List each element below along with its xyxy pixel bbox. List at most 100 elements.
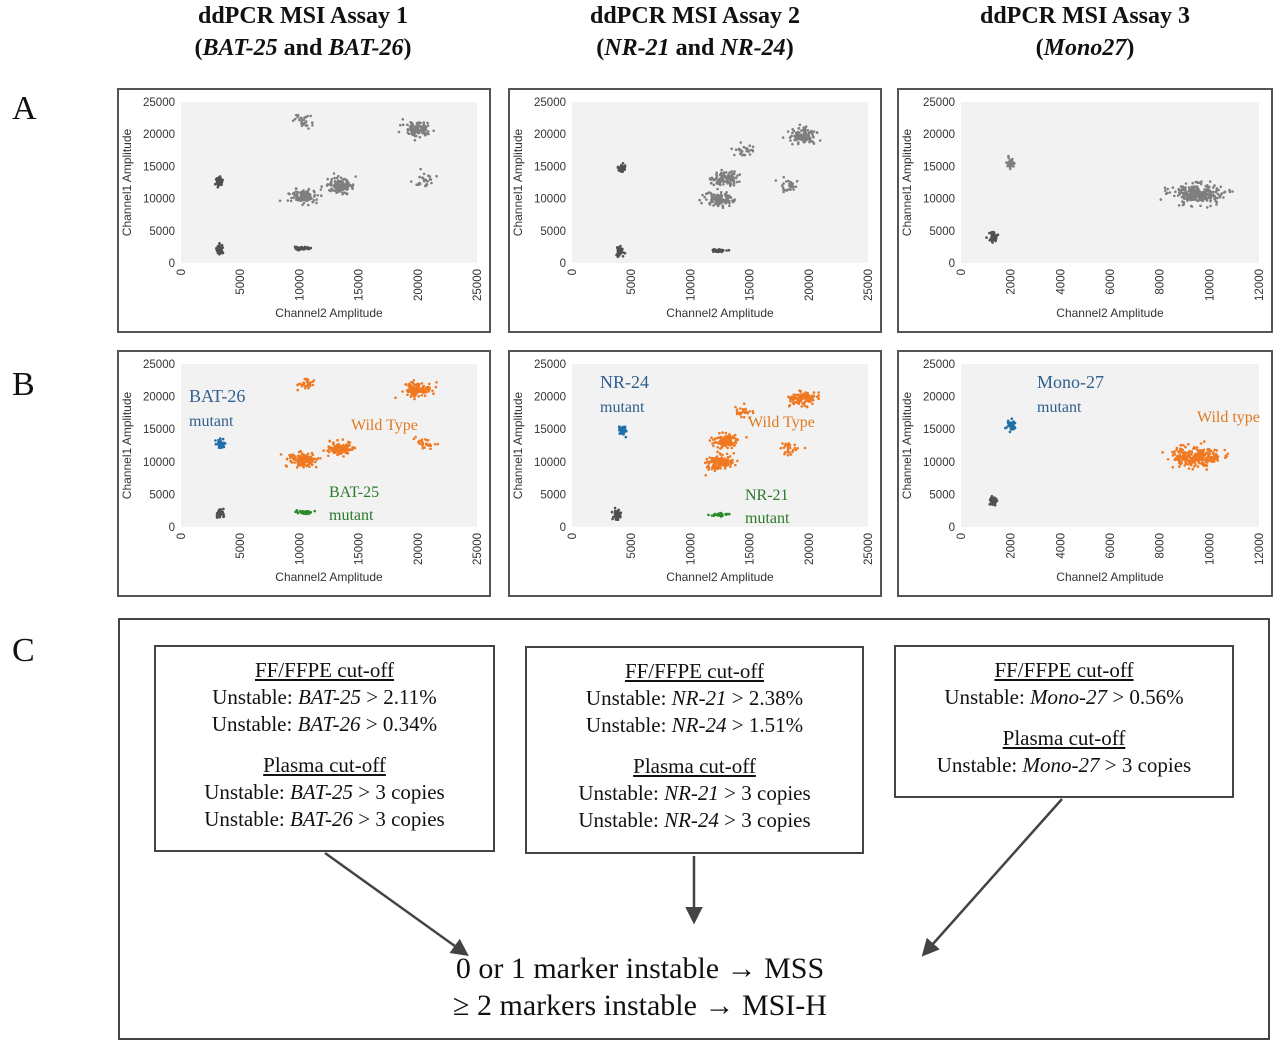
- droplet-point: [290, 196, 293, 200]
- droplet-point: [1189, 204, 1193, 208]
- droplet-point: [423, 446, 426, 449]
- droplet-point: [288, 192, 291, 196]
- droplet-point: [1012, 420, 1015, 423]
- droplet-point: [426, 132, 430, 135]
- droplet-point: [297, 462, 301, 466]
- droplet-cluster: [1159, 180, 1234, 209]
- droplet-point: [1196, 452, 1200, 455]
- droplet-point: [293, 117, 297, 121]
- droplet-point: [1181, 457, 1185, 461]
- droplet-cluster: [616, 162, 627, 173]
- droplet-point: [1187, 186, 1191, 189]
- droplet-point: [1181, 200, 1184, 203]
- droplet-point: [726, 457, 730, 461]
- droplet-point: [428, 382, 431, 386]
- droplet-cluster: [1005, 154, 1016, 171]
- droplet-point: [1199, 442, 1203, 445]
- droplet-cluster: [618, 425, 628, 439]
- droplet-point: [412, 379, 416, 382]
- plot-area: [572, 364, 868, 527]
- droplet-point: [719, 435, 723, 439]
- droplet-point: [1159, 198, 1163, 201]
- x-tick-label: 15000: [745, 269, 757, 301]
- droplet-point: [218, 250, 222, 254]
- droplet-point: [343, 191, 347, 194]
- droplet-point: [804, 125, 808, 128]
- droplet-cluster: [293, 245, 313, 252]
- assay-title-line1: ddPCR MSI Assay 1: [197, 3, 409, 29]
- droplet-point: [289, 199, 293, 203]
- droplet-point: [715, 513, 719, 516]
- droplet-point: [341, 184, 345, 188]
- x-tick-label: 0: [176, 533, 188, 539]
- droplet-point: [742, 402, 746, 405]
- droplet-point: [786, 449, 790, 452]
- droplet-point: [727, 248, 731, 252]
- droplet-point: [1181, 203, 1185, 207]
- droplet-point: [301, 460, 305, 464]
- droplet-point: [744, 408, 747, 411]
- droplet-point: [296, 510, 299, 513]
- droplet-point: [809, 396, 812, 400]
- droplet-point: [426, 387, 430, 391]
- droplet-point: [338, 445, 342, 449]
- y-axis-label: Channel1 Amplitude: [900, 391, 914, 499]
- droplet-point: [1006, 419, 1010, 423]
- droplet-point: [811, 402, 814, 406]
- droplet-cluster: [394, 379, 438, 401]
- droplet-point: [801, 402, 804, 405]
- droplet-point: [611, 515, 615, 519]
- droplet-point: [620, 166, 624, 169]
- droplet-point: [797, 393, 800, 397]
- rule-mss: 0 or 1 marker instable → MSS: [455, 952, 825, 985]
- droplet-point: [341, 438, 345, 441]
- y-tick-label: 15000: [143, 424, 175, 436]
- droplet-point: [704, 461, 707, 465]
- droplet-point: [723, 198, 727, 202]
- droplet-point: [721, 453, 724, 457]
- plasma-cutoff-header: Plasma cut-off: [633, 754, 756, 778]
- droplet-point: [716, 446, 719, 449]
- droplet-point: [795, 179, 799, 183]
- droplet-point: [1161, 451, 1164, 454]
- droplet-point: [1008, 430, 1012, 434]
- cutoff-box-assay-3: FF/FFPE cut-off Unstable: Mono-27 > 0.56…: [894, 645, 1234, 798]
- droplet-point: [731, 461, 734, 464]
- droplet-point: [1166, 458, 1170, 461]
- droplet-point: [724, 431, 728, 435]
- x-tick-label: 20000: [804, 269, 816, 301]
- droplet-point: [617, 512, 621, 516]
- droplet-point: [303, 377, 307, 381]
- droplet-cluster: [707, 511, 731, 518]
- scatter-panel-b2: 0 5000 10000 15000 20000 25000 0 5000 10000 15000…: [508, 350, 882, 597]
- droplet-point: [788, 446, 792, 450]
- droplet-point: [221, 251, 225, 255]
- droplet-point: [219, 176, 222, 180]
- x-tick-label: 0: [567, 269, 579, 275]
- scatter-svg: 0 5000 10000 15000 20000 25000 0 5000 10000 15000…: [511, 359, 875, 584]
- droplet-point: [306, 452, 310, 456]
- droplet-point: [1182, 452, 1186, 456]
- droplet-point: [994, 239, 997, 243]
- droplet-point: [788, 136, 792, 139]
- droplet-point: [414, 435, 417, 439]
- droplet-point: [329, 182, 332, 185]
- droplet-point: [751, 148, 754, 152]
- y-tick-label: 10000: [923, 194, 955, 206]
- x-tick-label: 0: [956, 269, 968, 275]
- droplet-point: [789, 397, 793, 401]
- droplet-cluster: [215, 507, 226, 519]
- y-tick-label: 25000: [923, 97, 955, 109]
- droplet-point: [1182, 443, 1185, 447]
- droplet-point: [429, 447, 432, 451]
- droplet-point: [302, 246, 305, 250]
- droplet-point: [745, 436, 748, 439]
- droplet-point: [413, 387, 417, 390]
- droplet-point: [301, 455, 305, 459]
- droplet-point: [719, 191, 723, 194]
- droplet-point: [992, 499, 995, 503]
- droplet-cluster: [615, 244, 627, 259]
- droplet-point: [723, 463, 727, 467]
- droplet-point: [748, 153, 752, 156]
- droplet-point: [720, 176, 723, 179]
